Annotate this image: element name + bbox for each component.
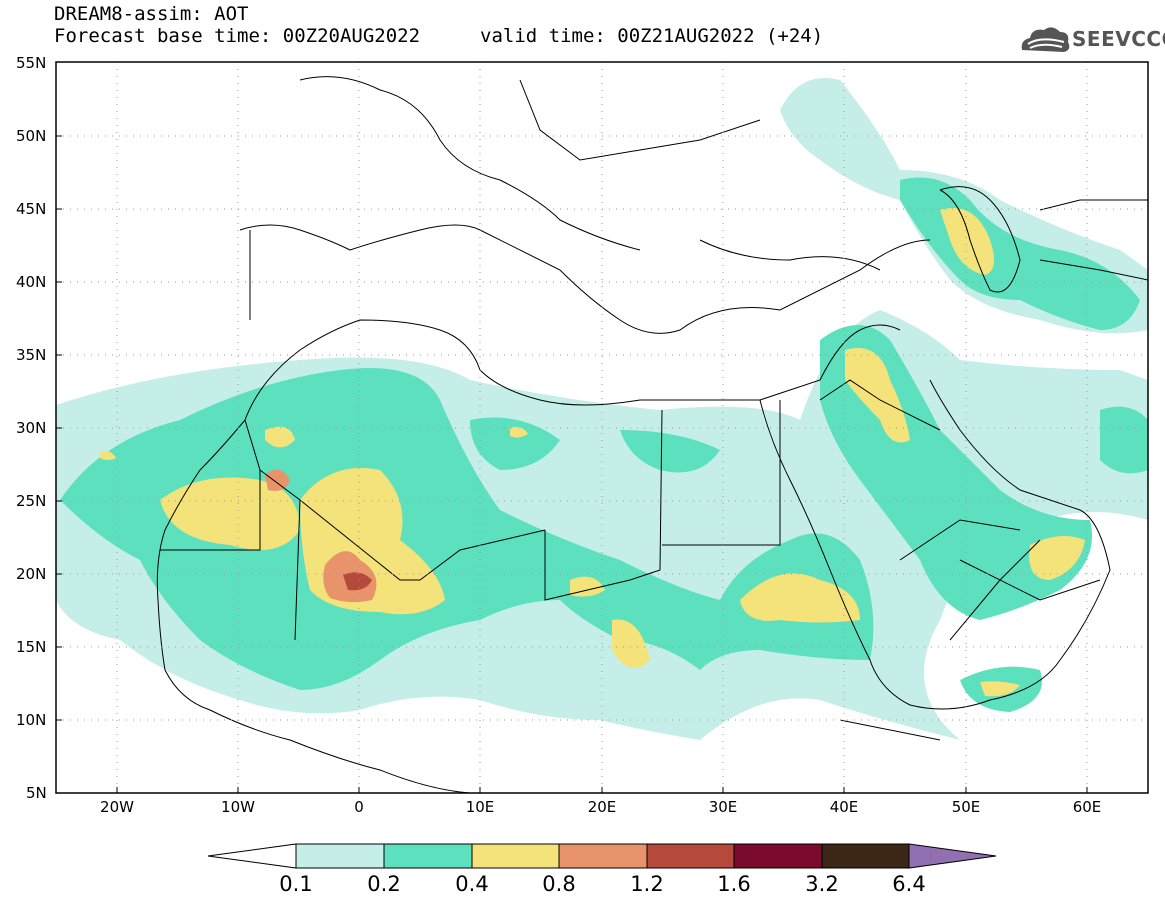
- lat-label: 35N: [16, 346, 47, 364]
- lon-label: 10W: [221, 798, 255, 816]
- axis-ticks: [56, 135, 1088, 793]
- lat-label: 25N: [16, 492, 47, 510]
- colorbar-bin-6: [733, 843, 823, 869]
- lat-label: 15N: [16, 638, 47, 656]
- colorbar-under-arrow: [207, 843, 297, 869]
- colorbar-label: 6.4: [892, 872, 926, 896]
- colorbar-label: 0.8: [542, 872, 576, 896]
- colorbar-bin-1: [295, 843, 385, 869]
- lat-label: 5N: [26, 784, 47, 802]
- colorbar-bin-4: [558, 843, 648, 869]
- gridlines: [56, 62, 1148, 793]
- colorbar-bin-7: [821, 843, 910, 869]
- aot-field: [56, 78, 1148, 740]
- logo-text: SEEVCCC: [1072, 27, 1165, 51]
- colorbar-label: 0.4: [455, 872, 489, 896]
- lon-label: 20W: [100, 798, 134, 816]
- colorbar: [207, 843, 997, 869]
- lat-label: 30N: [16, 419, 47, 437]
- lon-label: 60E: [1072, 798, 1102, 816]
- lat-label: 45N: [16, 200, 47, 218]
- lat-label: 50N: [16, 127, 47, 145]
- valid-time: valid time: 00Z21AUG2022 (+24): [480, 25, 824, 47]
- colorbar-label: 1.2: [630, 872, 664, 896]
- map-title: DREAM8-assim: AOT: [54, 3, 249, 25]
- colorbar-bin-2: [383, 843, 473, 869]
- lon-label: 30E: [708, 798, 738, 816]
- colorbar-label: 1.6: [717, 872, 751, 896]
- lon-label: 20E: [587, 798, 617, 816]
- colorbar-label: 0.1: [279, 872, 313, 896]
- lat-label: 10N: [16, 711, 47, 729]
- colorbar-label: 3.2: [805, 872, 839, 896]
- lat-label: 20N: [16, 565, 47, 583]
- coastlines: [156, 76, 1148, 793]
- lat-label: 40N: [16, 273, 47, 291]
- colorbar-bin-5: [646, 843, 735, 869]
- seevccc-logo-icon: [1021, 27, 1070, 52]
- lat-label: 55N: [16, 54, 47, 72]
- lon-label: 40E: [829, 798, 859, 816]
- lon-label: 0: [354, 798, 364, 816]
- colorbar-bin-3: [471, 843, 560, 869]
- lon-label: 50E: [951, 798, 981, 816]
- colorbar-over-arrow: [908, 843, 997, 869]
- lon-label: 10E: [465, 798, 495, 816]
- colorbar-label: 0.2: [367, 872, 401, 896]
- forecast-base-time: Forecast base time: 00Z20AUG2022: [54, 25, 421, 47]
